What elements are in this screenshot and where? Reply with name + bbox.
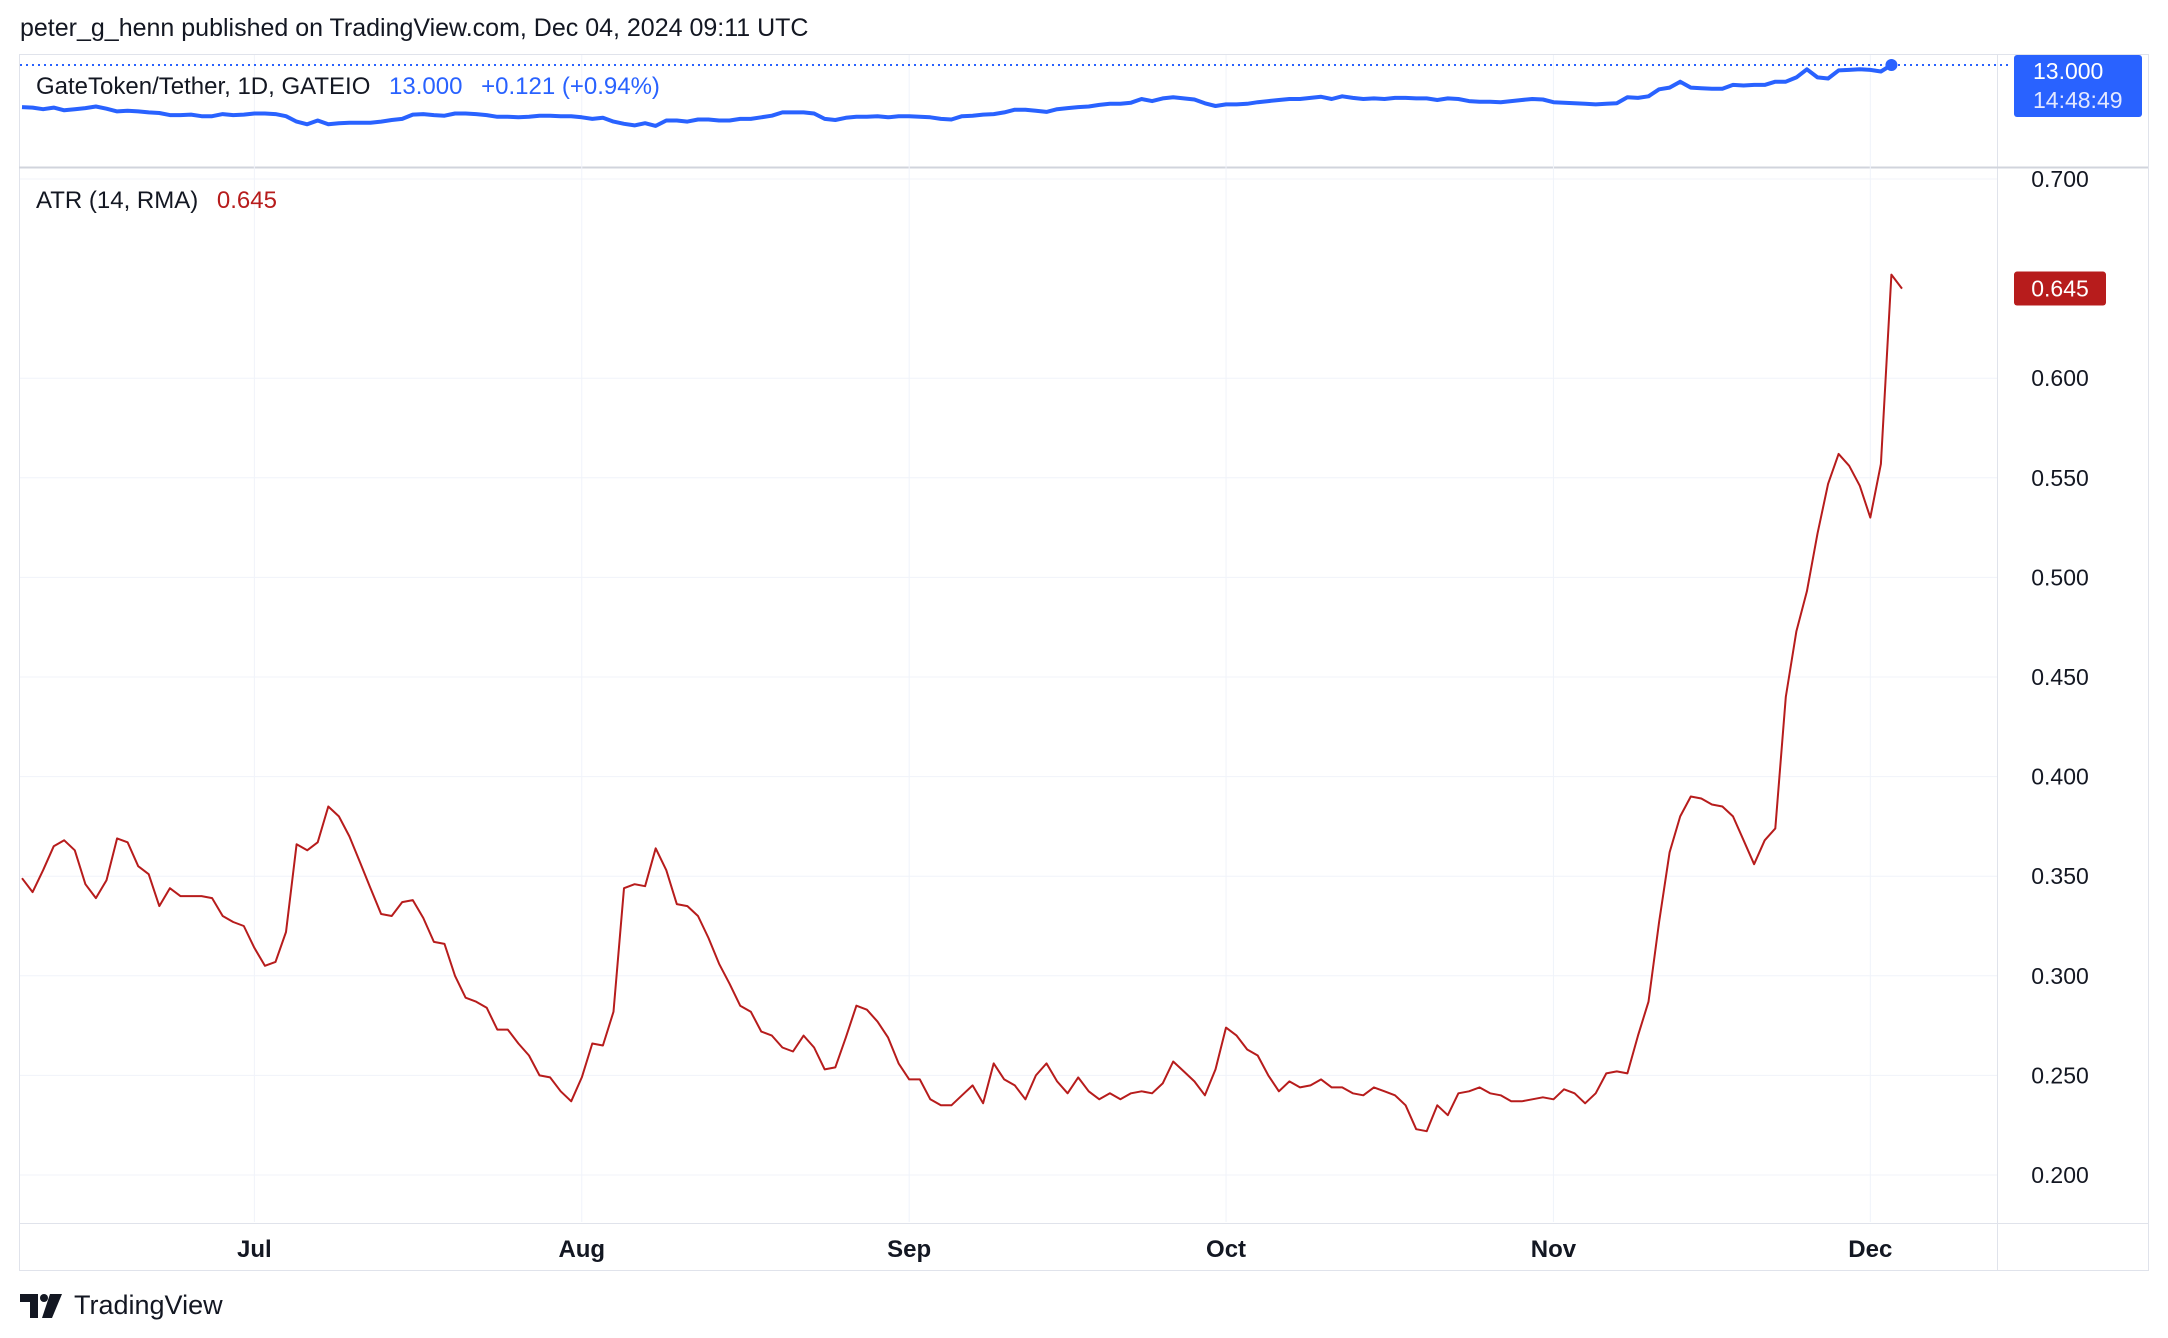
y-tick-label: 0.400	[2031, 764, 2089, 790]
symbol-label: GateToken/Tether, 1D, GATEIO	[36, 73, 370, 100]
y-tick-label: 0.300	[2031, 963, 2089, 989]
y-axis-labels: 0.700 0.600 0.550 0.500 0.450 0.400 0.350 0.300…	[2031, 166, 2089, 1188]
x-tick-label: Sep	[887, 1236, 931, 1263]
price-change: +0.121 (+0.94%)	[481, 73, 660, 100]
atr-tag-value: 0.645	[2031, 276, 2089, 302]
x-tick-label: Aug	[558, 1236, 605, 1263]
y-tick-label: 0.700	[2031, 166, 2089, 192]
y-tick-label: 0.200	[2031, 1162, 2089, 1188]
price-legend: GateToken/Tether, 1D, GATEIO 13.000 +0.1…	[36, 73, 660, 100]
last-price-marker	[1885, 59, 1898, 71]
x-axis-labels: Jul Aug Sep Oct Nov Dec	[237, 1236, 1892, 1263]
atr-label: ATR (14, RMA)	[36, 187, 198, 214]
y-tick-label: 0.550	[2031, 465, 2089, 491]
y-tick-label: 0.500	[2031, 564, 2089, 590]
price-last-value: 13.000	[389, 73, 462, 100]
x-tick-label: Oct	[1206, 1236, 1246, 1263]
atr-tag-box	[2014, 271, 2106, 306]
x-tick-label: Dec	[1848, 1236, 1892, 1263]
vertical-gridlines	[253, 55, 1871, 1222]
y-tick-label: 0.350	[2031, 863, 2089, 889]
footer-brand: TradingView	[20, 1290, 223, 1321]
price-tag-countdown: 14:48:49	[2033, 87, 2123, 113]
price-series-line	[21, 63, 1893, 128]
y-tick-label: 0.600	[2031, 365, 2089, 391]
chart-frame	[19, 54, 2149, 1271]
tradingview-logo-icon	[20, 1293, 62, 1318]
y-tick-label: 0.250	[2031, 1062, 2089, 1088]
atr-series-line	[21, 273, 1903, 1133]
y-tick-label: 0.450	[2031, 664, 2089, 690]
x-tick-label: Nov	[1531, 1236, 1577, 1263]
horizontal-gridlines	[20, 178, 1997, 1176]
price-tag-value: 13.000	[2033, 58, 2103, 84]
brand-text: TradingView	[74, 1290, 223, 1320]
x-tick-label: Jul	[237, 1236, 272, 1263]
atr-legend: ATR (14, RMA) 0.645	[36, 187, 277, 214]
atr-last-value: 0.645	[217, 187, 277, 214]
publish-header: peter_g_henn published on TradingView.co…	[20, 14, 809, 42]
price-tag-box	[2014, 55, 2142, 117]
